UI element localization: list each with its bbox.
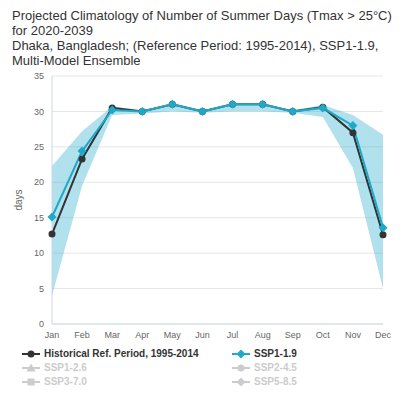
svg-text:Oct: Oct [316,330,331,340]
html-text:Historical Ref. Period, 1995-2: Historical Ref. Period, 1995-2014 [44,348,199,359]
html-text:SSP1-1.9: SSP1-1.9 [254,348,297,359]
svg-text:20: 20 [34,177,44,187]
svg-text:Dec: Dec [375,330,392,340]
svg-text:Jul: Jul [227,330,239,340]
svg-text:5: 5 [39,284,44,294]
svg-text:Apr: Apr [135,330,149,340]
svg-text:0: 0 [39,319,44,329]
svg-text:10: 10 [34,248,44,258]
svg-text:30: 30 [34,107,44,117]
html-text:SSP2-4.5: SSP2-4.5 [254,362,297,373]
svg-text:May: May [164,330,182,340]
svg-text:35: 35 [34,71,44,81]
svg-text:Aug: Aug [255,330,271,340]
svg-text:days: days [13,189,24,210]
html-text:Projected Climatology of Numbe: Projected Climatology of Number of Summe… [12,8,392,38]
html-text:SSP3-7.0: SSP3-7.0 [44,376,87,387]
svg-text:Jan: Jan [45,330,60,340]
svg-text:Sep: Sep [285,330,301,340]
html-text:SSP5-8.5: SSP5-8.5 [254,376,297,387]
svg-text:Nov: Nov [345,330,362,340]
svg-text:25: 25 [34,142,44,152]
svg-text:15: 15 [34,213,44,223]
svg-text:Jun: Jun [195,330,210,340]
svg-text:Mar: Mar [104,330,120,340]
html-text:Dhaka, Bangladesh; (Reference: Dhaka, Bangladesh; (Reference Period: 19… [12,38,379,68]
svg-text:Feb: Feb [74,330,90,340]
html-text:SSP1-2.6: SSP1-2.6 [44,362,87,373]
